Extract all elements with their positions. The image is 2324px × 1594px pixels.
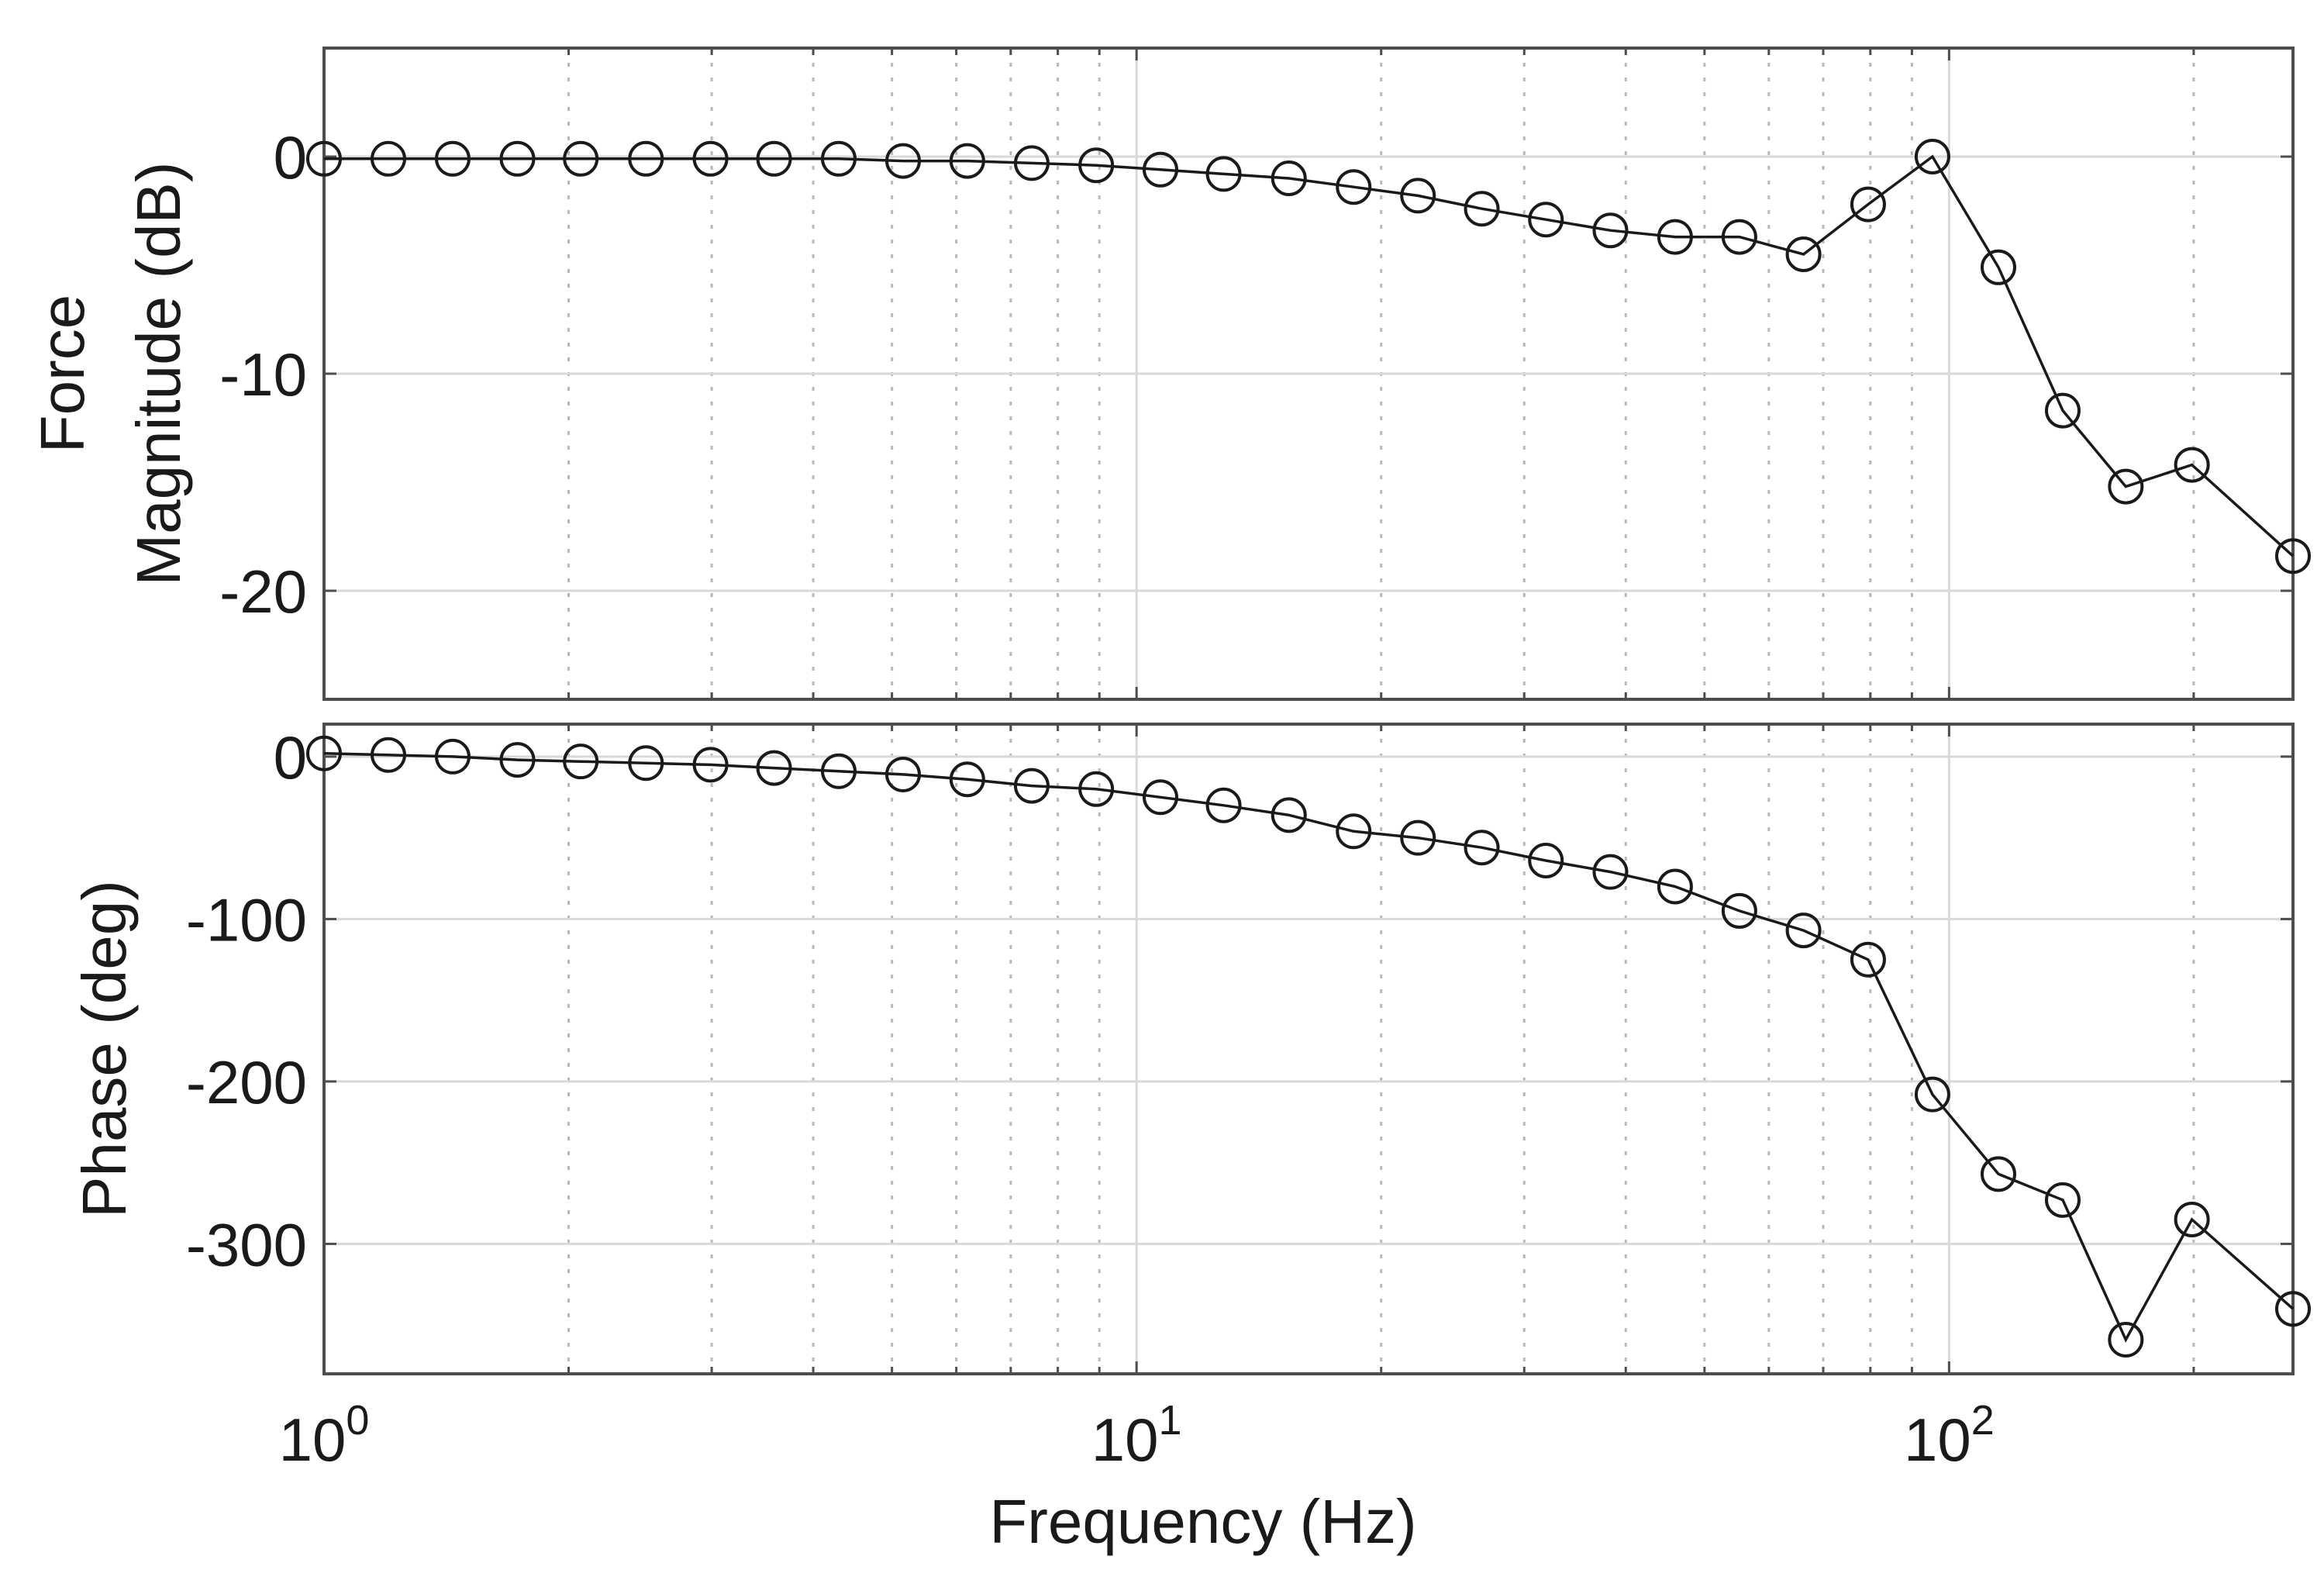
data-point-marker — [434, 140, 471, 177]
data-point-marker — [884, 756, 921, 792]
magnitude-series — [306, 139, 2311, 574]
magnitude-y-axis-label-line2: Magnitude (dB) — [124, 162, 193, 586]
data-point-marker — [1205, 787, 1242, 823]
data-point-marker — [1271, 797, 1307, 833]
data-point-marker — [370, 140, 406, 177]
data-point-marker — [1980, 1156, 2016, 1192]
phase-axes-frame — [322, 723, 2295, 1375]
data-point-marker — [306, 140, 342, 177]
data-point-marker — [1850, 941, 1886, 978]
data-point-marker — [949, 143, 985, 179]
series-line — [324, 154, 2295, 557]
data-point-marker — [692, 747, 729, 783]
data-point-marker — [1914, 139, 1950, 174]
data-point-marker — [2275, 1291, 2311, 1327]
magnitude-y-tick-labels: 0 -10 -20 — [219, 123, 307, 626]
data-point-marker — [563, 140, 599, 177]
data-point-marker — [1336, 813, 1372, 850]
data-point-marker — [756, 140, 792, 177]
x-axis-label: Frequency (Hz) — [989, 1487, 1416, 1556]
data-point-marker — [434, 738, 471, 775]
data-point-marker — [884, 143, 921, 179]
series-line — [323, 751, 2295, 1343]
x-tick-label: 101 — [1091, 1397, 1182, 1474]
data-point-marker — [2108, 468, 2144, 505]
data-point-marker — [1528, 202, 1564, 238]
data-point-marker — [1336, 169, 1372, 205]
y-tick-label: 0 — [274, 723, 307, 792]
data-point-marker — [756, 750, 792, 786]
data-point-marker — [2108, 1322, 2144, 1358]
data-point-marker — [1721, 219, 1757, 255]
phase-grid — [324, 724, 2293, 1374]
data-point-marker — [1980, 249, 2016, 285]
data-point-marker — [1142, 779, 1178, 816]
magnitude-axes-frame — [322, 47, 2295, 701]
data-point-marker — [1078, 147, 1115, 184]
data-point-marker — [306, 735, 342, 771]
data-point-marker — [2174, 1201, 2210, 1237]
data-point-marker — [1078, 771, 1115, 807]
data-point-marker — [692, 140, 729, 177]
data-point-marker — [499, 140, 536, 177]
data-point-marker — [2275, 538, 2311, 574]
y-tick-label: -200 — [186, 1048, 307, 1116]
phase-x-tick-labels: 100 101 102 — [279, 1397, 1995, 1474]
phase-y-tick-labels: 0 -100 -200 -300 — [186, 723, 307, 1279]
y-tick-label: 0 — [274, 123, 307, 191]
data-point-marker — [1785, 913, 1822, 949]
magnitude-panel: 0 -10 -20 Force Magnitude (dB) — [28, 47, 2311, 701]
magnitude-grid — [324, 48, 2293, 699]
data-point-marker — [1205, 156, 1242, 192]
x-tick-label: 100 — [279, 1397, 370, 1474]
data-point-marker — [820, 140, 857, 177]
data-point-marker — [1013, 768, 1050, 804]
data-point-marker — [1013, 145, 1050, 181]
x-tick-label: 102 — [1904, 1397, 1995, 1474]
data-point-marker — [499, 742, 536, 778]
data-point-marker — [1271, 160, 1307, 196]
data-point-marker — [563, 744, 599, 780]
data-point-marker — [1400, 178, 1436, 214]
data-point-marker — [1464, 191, 1500, 227]
data-point-marker — [1657, 868, 1693, 905]
phase-series — [306, 735, 2311, 1358]
data-point-marker — [1592, 854, 1629, 890]
y-tick-label: -100 — [186, 885, 307, 954]
y-tick-label: -20 — [219, 557, 307, 626]
phase-panel: 0 -100 -200 -300 100 101 102 Phase (deg) Freq… — [70, 723, 2311, 1556]
magnitude-y-axis-label-line1: Force — [28, 295, 97, 454]
y-tick-label: -10 — [219, 340, 307, 409]
data-point-marker — [1464, 830, 1500, 866]
data-point-marker — [820, 753, 857, 789]
data-point-marker — [2044, 1182, 2081, 1218]
data-point-marker — [628, 140, 664, 177]
data-point-marker — [1142, 151, 1178, 188]
data-point-marker — [1721, 892, 1757, 929]
data-point-marker — [1914, 1076, 1950, 1113]
data-point-marker — [2044, 392, 2081, 429]
data-point-marker — [1657, 219, 1693, 255]
data-point-marker — [370, 737, 406, 773]
data-point-marker — [628, 745, 664, 781]
data-point-marker — [1850, 186, 1886, 223]
data-point-marker — [2174, 447, 2210, 483]
data-point-marker — [949, 761, 985, 798]
data-point-marker — [1528, 842, 1564, 878]
data-point-marker — [1400, 819, 1436, 856]
phase-y-axis-label: Phase (deg) — [70, 880, 139, 1218]
data-point-marker — [1592, 212, 1629, 249]
y-tick-label: -300 — [186, 1210, 307, 1278]
data-point-marker — [1785, 236, 1822, 272]
